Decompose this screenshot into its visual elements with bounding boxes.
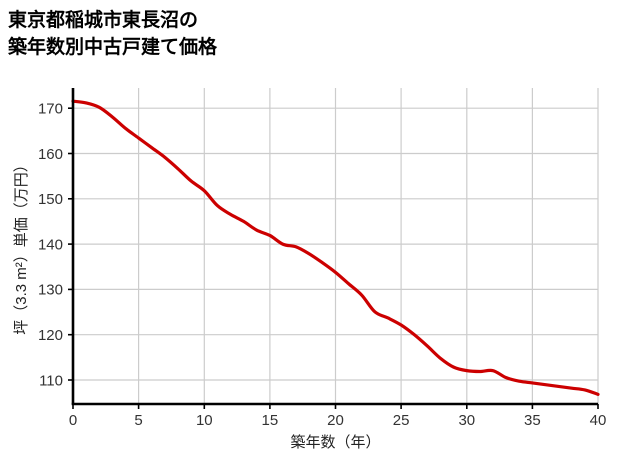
x-axis-tick-labels: 0 5 10 15 20 25 30 35 40 [69,412,607,429]
x-tick-label-20: 20 [327,412,344,429]
y-axis-label: 坪（3.3 m²）単価（万円） [13,157,30,335]
x-axis-ticks [72,404,599,409]
x-tick-label-35: 35 [524,412,541,429]
y-axis-tick-labels: 170 160 150 140 130 120 110 [38,101,63,390]
y-tick-label-170: 170 [38,101,63,118]
x-tick-label-25: 25 [393,412,410,429]
x-tick-label-30: 30 [458,412,475,429]
y-tick-label-140: 140 [38,236,63,253]
y-tick-label-150: 150 [38,191,63,208]
x-tick-label-5: 5 [134,412,142,429]
x-tick-label-15: 15 [262,412,279,429]
x-tick-label-10: 10 [196,412,213,429]
y-axis-ticks [68,107,73,381]
x-tick-label-40: 40 [590,412,607,429]
data-series-line [71,99,600,396]
page-title: 東京都稲城市東長沼の 築年数別中古戸建て価格 [8,10,218,58]
y-tick-label-130: 130 [38,282,63,299]
x-axis-label: 築年数（年） [290,433,380,451]
y-tick-label-110: 110 [39,372,63,389]
y-tick-label-160: 160 [38,146,63,163]
y-tick-label-120: 120 [38,327,63,344]
x-tick-label-0: 0 [69,412,77,429]
